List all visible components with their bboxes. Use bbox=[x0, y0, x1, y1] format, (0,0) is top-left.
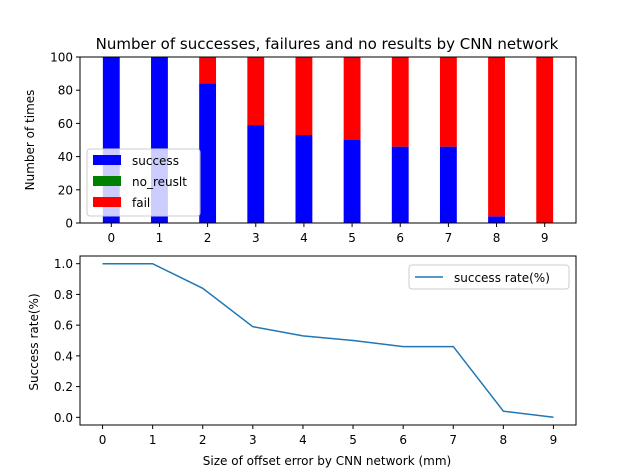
chart2-x-tick-label: 9 bbox=[550, 433, 558, 447]
line-chart: Success rate(%) Size of offset error by … bbox=[27, 255, 577, 468]
chart2-x-tick-label: 1 bbox=[149, 433, 157, 447]
bar-fail-9 bbox=[536, 57, 554, 223]
chart1-x-tick-label: 6 bbox=[396, 231, 404, 245]
chart1-x-tick-label: 0 bbox=[107, 231, 115, 245]
bar-success-5 bbox=[343, 140, 361, 223]
legend-swatch-fail bbox=[93, 197, 121, 207]
chart1-x-tick-label: 1 bbox=[156, 231, 164, 245]
chart2-y-tick-label: 0.6 bbox=[54, 319, 73, 333]
chart2-legend-box bbox=[408, 264, 570, 290]
chart2-legend: success rate(%) bbox=[408, 264, 570, 290]
chart1-y-ticks: 0 20 40 60 80 100 bbox=[50, 51, 80, 231]
bar-fail-4 bbox=[295, 57, 313, 136]
bar-success-2 bbox=[199, 83, 217, 223]
chart1-x-tick-label: 5 bbox=[348, 231, 356, 245]
legend-label-fail: fail bbox=[132, 196, 150, 210]
chart1-y-tick-label: 0 bbox=[65, 217, 73, 231]
chart2-x-tick-label: 5 bbox=[349, 433, 357, 447]
chart1-plot-frame bbox=[79, 56, 577, 224]
bar-fail-7 bbox=[439, 57, 457, 147]
chart2-y-axis-label: Success rate(%) bbox=[27, 293, 41, 390]
chart1-y-tick-label: 40 bbox=[58, 150, 73, 164]
chart1-y-tick-label: 100 bbox=[50, 51, 73, 65]
chart2-y-tick-label: 0.0 bbox=[54, 411, 73, 425]
chart2-y-tick-label: 0.2 bbox=[54, 380, 73, 394]
stacked-bar-chart: Number of successes, failures and no res… bbox=[23, 35, 577, 245]
bar-fail-8 bbox=[488, 57, 505, 217]
bar-success-4 bbox=[295, 135, 313, 223]
chart1-x-tick-label: 4 bbox=[300, 231, 308, 245]
bar-success-7 bbox=[439, 146, 457, 223]
bar-fail-2 bbox=[199, 57, 217, 84]
bar-fail-3 bbox=[247, 57, 265, 126]
legend-label-no-result: no_reuslt bbox=[132, 175, 187, 189]
chart2-y-tick-label: 0.4 bbox=[54, 349, 73, 363]
chart2-x-tick-label: 3 bbox=[249, 433, 257, 447]
chart1-title: Number of successes, failures and no res… bbox=[96, 35, 559, 53]
bar-fail-5 bbox=[343, 57, 361, 140]
legend-swatch-no-result bbox=[93, 176, 121, 186]
chart2-x-tick-label: 7 bbox=[449, 433, 457, 447]
chart1-bars bbox=[102, 57, 554, 223]
chart1-x-ticks: 0 1 2 3 4 5 6 7 8 9 bbox=[107, 223, 549, 245]
chart1-y-tick-label: 20 bbox=[58, 183, 73, 197]
chart2-y-tick-label: 1.0 bbox=[54, 257, 73, 271]
chart1-x-tick-label: 9 bbox=[541, 231, 549, 245]
chart2-x-axis-label: Size of offset error by CNN network (mm) bbox=[203, 454, 451, 468]
chart1-legend: success no_reuslt fail bbox=[86, 148, 201, 217]
chart2-plot-frame bbox=[79, 255, 577, 426]
chart2-x-tick-label: 2 bbox=[199, 433, 207, 447]
bar-success-3 bbox=[247, 125, 265, 223]
chart2-x-tick-label: 6 bbox=[399, 433, 407, 447]
chart2-x-tick-label: 0 bbox=[99, 433, 107, 447]
legend-label-success-rate: success rate(%) bbox=[454, 271, 550, 285]
chart1-y-tick-label: 60 bbox=[58, 117, 73, 131]
bar-success-6 bbox=[391, 146, 409, 223]
legend-label-success: success bbox=[132, 154, 179, 168]
legend-swatch-success bbox=[93, 155, 121, 165]
bar-fail-6 bbox=[391, 57, 409, 147]
chart2-y-tick-label: 0.8 bbox=[54, 288, 73, 302]
chart1-x-tick-label: 8 bbox=[493, 231, 501, 245]
chart1-y-axis-label: Number of times bbox=[23, 90, 37, 191]
chart1-x-tick-label: 2 bbox=[204, 231, 212, 245]
series-line-success-rate bbox=[102, 262, 554, 419]
chart2-x-tick-label: 8 bbox=[500, 433, 508, 447]
chart2-y-ticks: 0.0 0.2 0.4 0.6 0.8 1.0 bbox=[54, 257, 80, 425]
chart1-x-tick-label: 7 bbox=[445, 231, 453, 245]
bar-success-8 bbox=[488, 216, 505, 223]
chart2-x-tick-label: 4 bbox=[299, 433, 307, 447]
chart1-y-tick-label: 80 bbox=[58, 84, 73, 98]
chart1-x-tick-label: 3 bbox=[252, 231, 260, 245]
chart2-x-ticks: 0 1 2 3 4 5 6 7 8 9 bbox=[99, 425, 558, 447]
